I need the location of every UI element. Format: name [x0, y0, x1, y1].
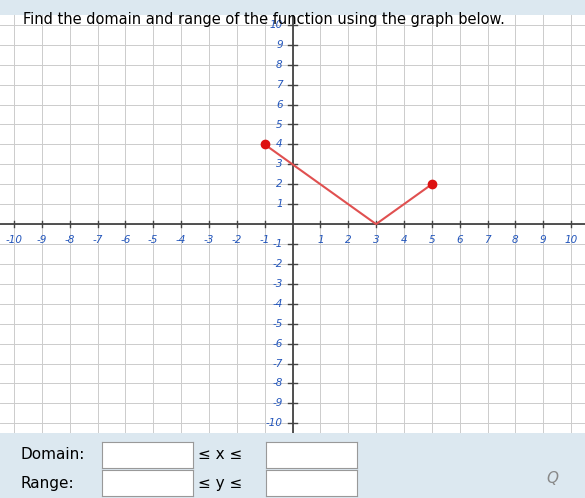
Text: 3: 3 [373, 235, 380, 245]
Text: 2: 2 [276, 179, 283, 189]
Text: -1: -1 [273, 239, 283, 249]
Text: -9: -9 [37, 235, 47, 245]
Text: ≤ x ≤: ≤ x ≤ [198, 447, 242, 462]
Text: 7: 7 [276, 80, 283, 90]
Text: 4: 4 [276, 139, 283, 149]
Text: 9: 9 [540, 235, 546, 245]
Text: 5: 5 [276, 120, 283, 129]
Text: -10: -10 [266, 418, 283, 428]
Text: 7: 7 [484, 235, 491, 245]
Text: 10: 10 [565, 235, 578, 245]
Text: 3: 3 [276, 159, 283, 169]
Text: -6: -6 [273, 339, 283, 349]
Text: -4: -4 [176, 235, 186, 245]
Text: -9: -9 [273, 398, 283, 408]
Text: 1: 1 [317, 235, 324, 245]
Text: -7: -7 [273, 359, 283, 369]
Text: -6: -6 [120, 235, 130, 245]
Text: -4: -4 [273, 299, 283, 309]
Text: 6: 6 [276, 100, 283, 110]
Text: 8: 8 [512, 235, 519, 245]
Text: 9: 9 [276, 40, 283, 50]
Text: Q: Q [547, 471, 559, 486]
Text: -5: -5 [148, 235, 159, 245]
Text: -1: -1 [260, 235, 270, 245]
Text: ≤ y ≤: ≤ y ≤ [198, 476, 242, 491]
Text: 2: 2 [345, 235, 352, 245]
Text: -8: -8 [64, 235, 75, 245]
Text: -3: -3 [273, 279, 283, 289]
Text: -3: -3 [204, 235, 214, 245]
Text: 8: 8 [276, 60, 283, 70]
Text: 10: 10 [270, 20, 283, 30]
Text: -5: -5 [273, 319, 283, 329]
Text: Range:: Range: [20, 476, 74, 491]
Text: 1: 1 [276, 199, 283, 209]
Text: -10: -10 [5, 235, 22, 245]
Text: -7: -7 [92, 235, 103, 245]
Text: -2: -2 [232, 235, 242, 245]
Text: 6: 6 [456, 235, 463, 245]
Text: -8: -8 [273, 378, 283, 388]
Text: 5: 5 [428, 235, 435, 245]
Text: Find the domain and range of the function using the graph below.: Find the domain and range of the functio… [23, 12, 505, 27]
Text: Domain:: Domain: [20, 447, 85, 462]
Text: 4: 4 [401, 235, 407, 245]
Text: -2: -2 [273, 259, 283, 269]
